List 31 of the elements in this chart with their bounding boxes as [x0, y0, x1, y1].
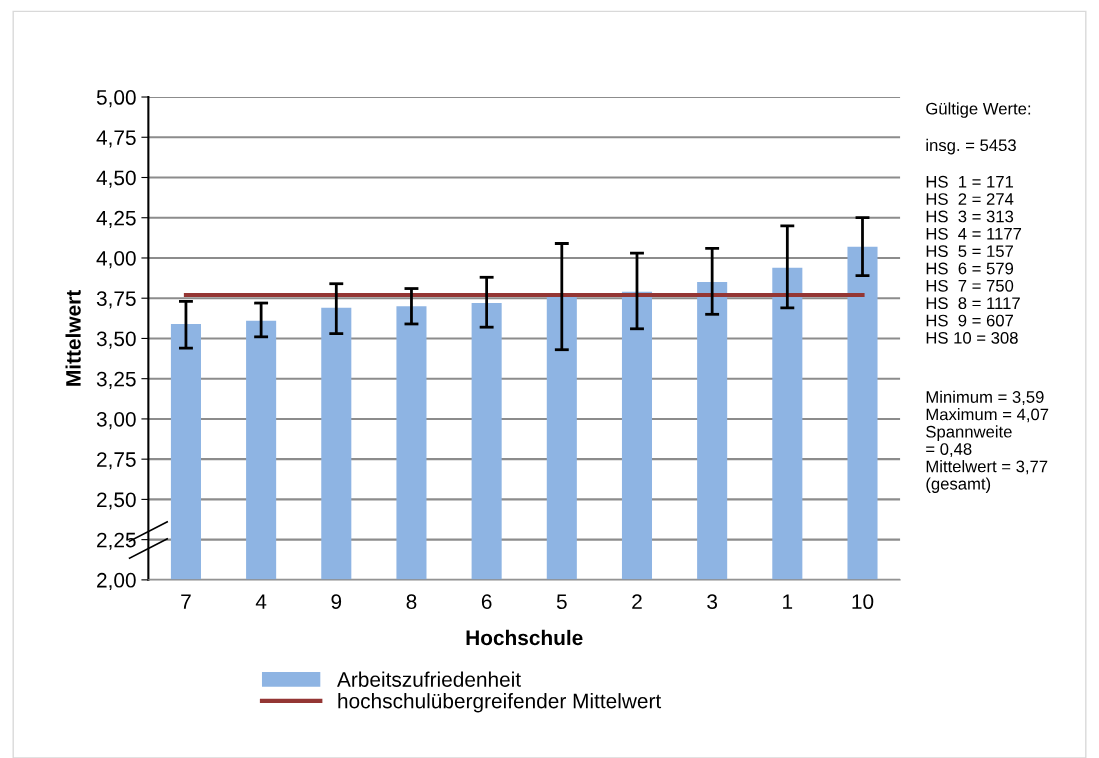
- x-tick-label: 9: [331, 594, 342, 610]
- x-axis-title: Hochschule: [466, 629, 583, 646]
- legend-label: hochschulübergreifender Mittelwert: [338, 693, 662, 713]
- text: Minimum = 3,59 Maximum = 4,07 Spannweite = 0,48 Mittelwert = 3,77 (gesamt): [926, 390, 1049, 493]
- x-tick-label: 10: [852, 594, 874, 610]
- x-tick-label: 6: [481, 594, 492, 610]
- x-tick-label: 8: [406, 594, 417, 610]
- text: Gültige Werte:: [926, 102, 1031, 118]
- x-tick-label: 3: [707, 594, 718, 610]
- y-axis-title: Mittelwert: [65, 290, 81, 386]
- y-tick-label: 3,00: [96, 411, 136, 430]
- x-tick-label: 2: [632, 594, 642, 609]
- y-tick-label: 4,25: [96, 210, 136, 228]
- y-tick-label: 5,00: [96, 90, 136, 108]
- text: HS 1 = 171 HS 2 = 274 HS 3 = 313 HS 4 = 1177 HS 5 = 157 HS 6 = 579 HS 7 = 750 HS 8 = 1117 HS 9 = 607 HS 10 = 308: [926, 175, 1022, 344]
- y-tick-label: 4,50: [96, 170, 136, 188]
- y-tick-label: 2,25: [97, 532, 136, 550]
- y-tick-label: 2,75: [97, 452, 136, 470]
- x-tick-label: 5: [556, 594, 567, 610]
- text: insg. = 5453: [926, 138, 1016, 155]
- y-tick-label: 2,50: [97, 492, 136, 510]
- x-tick-label: 7: [181, 594, 191, 609]
- x-tick-label: 4: [255, 594, 267, 609]
- y-tick-label: 3,50: [96, 331, 136, 349]
- x-tick-label: 1: [783, 594, 793, 609]
- y-tick-label: 2,00: [97, 572, 136, 591]
- y-tick-label: 4,00: [96, 250, 136, 269]
- legend-label: Arbeitszufriedenheit: [337, 671, 521, 687]
- y-tick-label: 3,25: [96, 371, 136, 389]
- y-tick-label: 3,75: [96, 291, 136, 309]
- y-tick-label: 4,75: [96, 130, 136, 148]
